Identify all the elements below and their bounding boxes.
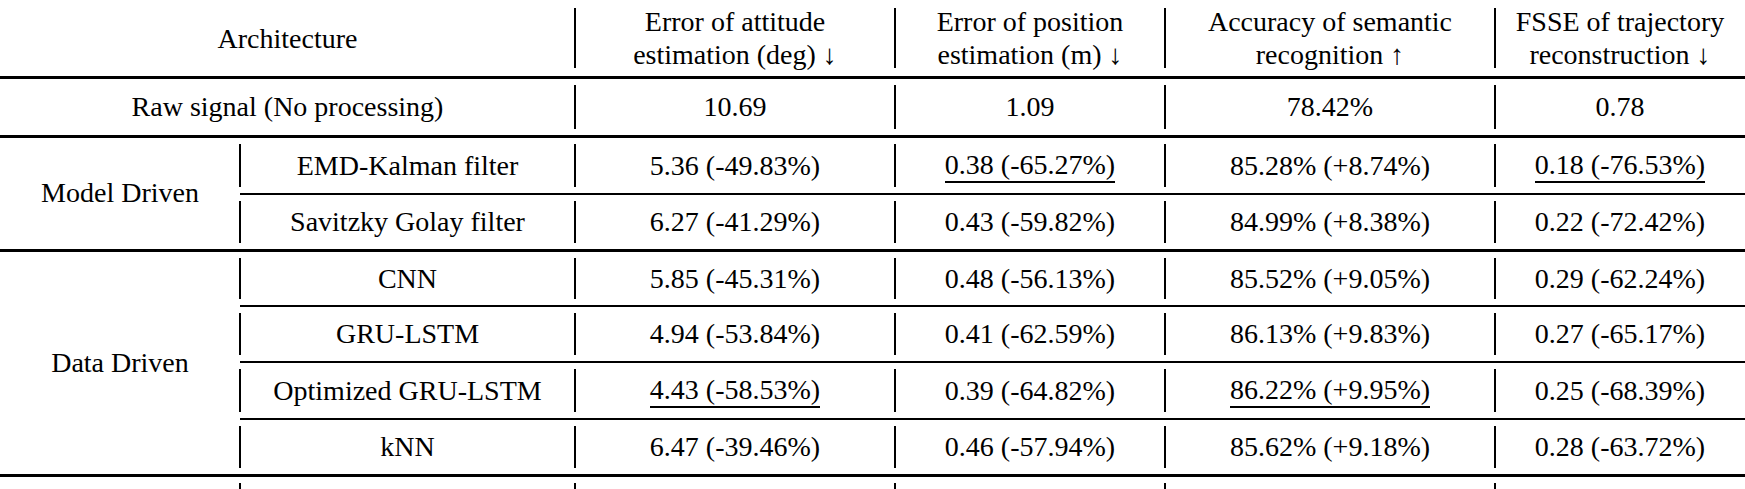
header-row: Architecture Error of attitude estimatio… (0, 0, 1745, 78)
raw-signal-row: Raw signal (No processing) 10.69 1.09 78… (0, 78, 1745, 137)
method-knn: kNN (240, 419, 575, 475)
cnn-attitude-cell: 5.85 (-45.31%) (575, 250, 895, 306)
gru-fsse-cell: 0.27 (-65.17%) (1495, 306, 1745, 362)
method-cnn: CNN (240, 250, 575, 306)
category-data-driven: Data Driven (0, 250, 240, 475)
gru-semantic-cell: 86.13% (+9.83%) (1165, 306, 1495, 362)
opt-gru-position-cell: 0.39 (-64.82%) (895, 362, 1165, 419)
category-model-data-driven: Model-Data Driven (0, 475, 240, 489)
optimized-gru-lstm-row: Optimized GRU-LSTM 4.43 (-58.53%) 0.39 (… (0, 362, 1745, 419)
raw-attitude-cell: 10.69 (575, 78, 895, 137)
emd-kalman-row: Model Driven EMD-Kalman filter 5.36 (-49… (0, 136, 1745, 194)
knn-attitude-cell: 6.47 (-39.46%) (575, 419, 895, 475)
raw-fsse-cell: 0.78 (1495, 78, 1745, 137)
method-gru-lstm: GRU-LSTM (240, 306, 575, 362)
emd-position-cell: 0.38 (-65.27%) (895, 136, 1165, 194)
knn-fsse-cell: 0.28 (-63.72%) (1495, 419, 1745, 475)
savitzky-golay-row: Savitzky Golay filter 6.27 (-41.29%) 0.4… (0, 194, 1745, 250)
category-model-driven: Model Driven (0, 136, 240, 250)
knn-semantic-cell: 85.62% (+9.18%) (1165, 419, 1495, 475)
knn-row: kNN 6.47 (-39.46%) 0.46 (-57.94%) 85.62%… (0, 419, 1745, 475)
paper-table-page: Architecture Error of attitude estimatio… (0, 0, 1745, 489)
metric-header-fsse: FSSE of trajectory reconstruction ↓ (1495, 0, 1745, 78)
metric-header-attitude: Error of attitude estimation (deg) ↓ (575, 0, 895, 78)
raw-semantic-cell: 78.42% (1165, 78, 1495, 137)
wdsnet-semantic-cell: 87.01% (+10.95%) (1165, 475, 1495, 489)
second-best-underline: 0.38 (-65.27%) (945, 150, 1115, 183)
wdsnet-row: Model-Data Driven WDSNet (Ours) 3.79 (-6… (0, 475, 1745, 489)
cnn-row: Data Driven CNN 5.85 (-45.31%) 0.48 (-56… (0, 250, 1745, 306)
raw-position-cell: 1.09 (895, 78, 1165, 137)
metric-header-position: Error of position estimation (m) ↓ (895, 0, 1165, 78)
cnn-position-cell: 0.48 (-56.13%) (895, 250, 1165, 306)
opt-gru-fsse-cell: 0.25 (-68.39%) (1495, 362, 1745, 419)
savitzky-fsse-cell: 0.22 (-72.42%) (1495, 194, 1745, 250)
wdsnet-attitude-cell: 3.79 (-64.35%) (575, 475, 895, 489)
architecture-header: Architecture (0, 0, 575, 78)
gru-position-cell: 0.41 (-62.59%) (895, 306, 1165, 362)
gru-attitude-cell: 4.94 (-53.84%) (575, 306, 895, 362)
method-wdsnet: WDSNet (Ours) (240, 475, 575, 489)
savitzky-semantic-cell: 84.99% (+8.38%) (1165, 194, 1495, 250)
cnn-fsse-cell: 0.29 (-62.24%) (1495, 250, 1745, 306)
method-emd-kalman: EMD-Kalman filter (240, 136, 575, 194)
results-table: Architecture Error of attitude estimatio… (0, 0, 1745, 489)
second-best-underline: 0.18 (-76.53%) (1535, 150, 1705, 183)
second-best-underline: 4.43 (-58.53%) (650, 375, 820, 408)
metric-header-semantic: Accuracy of semantic recognition ↑ (1165, 0, 1495, 78)
method-savitzky-golay: Savitzky Golay filter (240, 194, 575, 250)
savitzky-attitude-cell: 6.27 (-41.29%) (575, 194, 895, 250)
emd-fsse-cell: 0.18 (-76.53%) (1495, 136, 1745, 194)
emd-semantic-cell: 85.28% (+8.74%) (1165, 136, 1495, 194)
second-best-underline: 86.22% (+9.95%) (1230, 375, 1430, 408)
opt-gru-semantic-cell: 86.22% (+9.95%) (1165, 362, 1495, 419)
knn-position-cell: 0.46 (-57.94%) (895, 419, 1165, 475)
gru-lstm-row: GRU-LSTM 4.94 (-53.84%) 0.41 (-62.59%) 8… (0, 306, 1745, 362)
savitzky-position-cell: 0.43 (-59.82%) (895, 194, 1165, 250)
opt-gru-attitude-cell: 4.43 (-58.53%) (575, 362, 895, 419)
emd-attitude-cell: 5.36 (-49.83%) (575, 136, 895, 194)
raw-signal-label: Raw signal (No processing) (0, 78, 575, 137)
cnn-semantic-cell: 85.52% (+9.05%) (1165, 250, 1495, 306)
method-optimized-gru-lstm: Optimized GRU-LSTM (240, 362, 575, 419)
wdsnet-position-cell: 0.28 (-73.62%) (895, 475, 1165, 489)
wdsnet-fsse-cell: 0.10 (-86.95%) (1495, 475, 1745, 489)
